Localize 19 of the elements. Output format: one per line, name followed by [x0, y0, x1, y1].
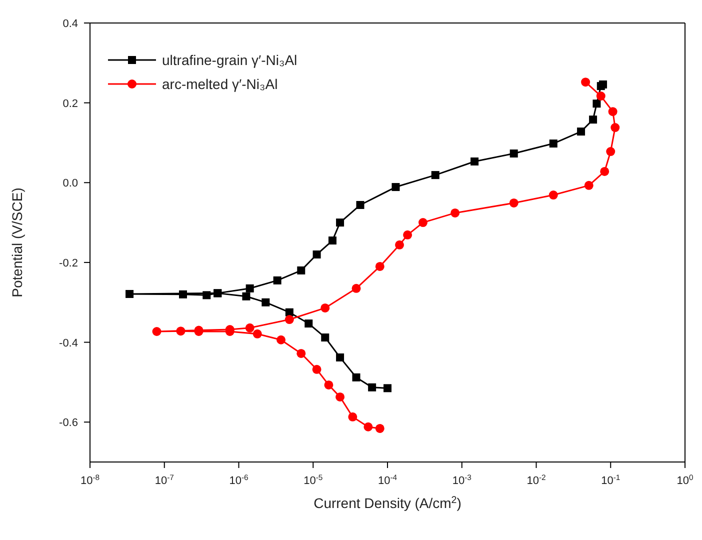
y-tick-label: -0.2	[59, 257, 78, 270]
x-tick-label: 10$^{-7}$	[154, 472, 174, 487]
x-axis-title: Current Density (A/cm$^{2}$)	[314, 494, 462, 511]
legend-label: ultrafine-grain γ′-Ni₃Al	[162, 52, 298, 68]
x-tick-label: 10$^{-6}$	[229, 472, 248, 487]
x-tick-label: 10$^{-1}$	[601, 472, 620, 487]
y-axis-title: Potential (V/SCE)	[9, 188, 25, 298]
x-tick-label: 10$^{0}$	[676, 472, 694, 487]
x-tick-label: 10$^{-3}$	[452, 472, 472, 487]
x-tick-label: 10$^{-2}$	[526, 472, 546, 487]
y-tick-label: -0.6	[59, 417, 78, 430]
y-tick-label: 0.2	[62, 98, 78, 110]
y-tick-label: 0.0	[62, 178, 78, 190]
legend-label: arc-melted γ′-Ni₃Al	[162, 76, 278, 92]
x-tick-label: 10$^{-5}$	[304, 472, 323, 487]
x-tick-label: 10$^{-4}$	[378, 472, 398, 487]
y-tick-label: 0.4	[62, 18, 78, 30]
x-tick-label: 10$^{-8}$	[80, 472, 100, 487]
y-tick-label: -0.4	[59, 337, 78, 350]
